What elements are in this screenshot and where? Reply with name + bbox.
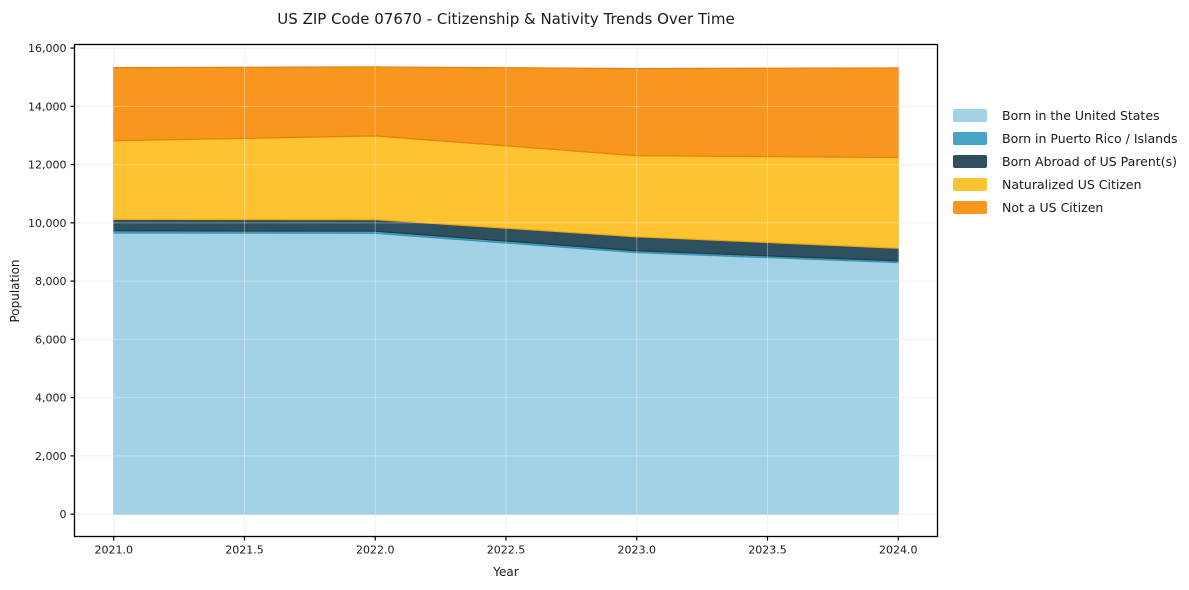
legend-swatch (953, 132, 987, 145)
legend-swatch (953, 178, 987, 191)
x-tick-label: 2023.0 (618, 544, 657, 557)
y-tick-label: 14,000 (28, 100, 67, 113)
legend-label: Born Abroad of US Parent(s) (1002, 154, 1177, 169)
x-axis-label: Year (493, 565, 519, 579)
y-tick-label: 4,000 (35, 392, 67, 405)
legend-item: Born in Puerto Rico / Islands (953, 127, 1178, 150)
x-tick-label: 2022.0 (356, 544, 395, 557)
y-tick-label: 6,000 (35, 333, 67, 346)
legend-item: Born in the United States (953, 104, 1178, 127)
chart-title: US ZIP Code 07670 - Citizenship & Nativi… (277, 10, 735, 28)
legend-label: Not a US Citizen (1002, 200, 1104, 215)
x-tick-label: 2022.5 (487, 544, 526, 557)
x-tick-label: 2021.0 (94, 544, 133, 557)
legend-swatch (953, 201, 987, 214)
legend-swatch (953, 109, 987, 122)
y-axis-label: Population (8, 259, 22, 323)
legend-label: Born in Puerto Rico / Islands (1002, 131, 1178, 146)
area-not-a-us-citizen (113, 66, 899, 159)
legend-label: Naturalized US Citizen (1002, 177, 1142, 192)
y-tick-label: 0 (60, 508, 67, 521)
y-tick-label: 16,000 (28, 42, 67, 55)
legend-item: Naturalized US Citizen (953, 173, 1178, 196)
legend-label: Born in the United States (1002, 108, 1160, 123)
y-tick-label: 10,000 (28, 217, 67, 230)
legend-item: Not a US Citizen (953, 196, 1178, 219)
x-tick-label: 2021.5 (225, 544, 264, 557)
y-tick-label: 8,000 (35, 275, 67, 288)
legend-swatch (953, 155, 987, 168)
x-tick-label: 2024.0 (879, 544, 918, 557)
legend-item: Born Abroad of US Parent(s) (953, 150, 1178, 173)
y-tick-label: 2,000 (35, 450, 67, 463)
y-tick-label: 12,000 (28, 159, 67, 172)
x-tick-label: 2023.5 (748, 544, 787, 557)
legend: Born in the United States Born in Puerto … (953, 104, 1178, 219)
